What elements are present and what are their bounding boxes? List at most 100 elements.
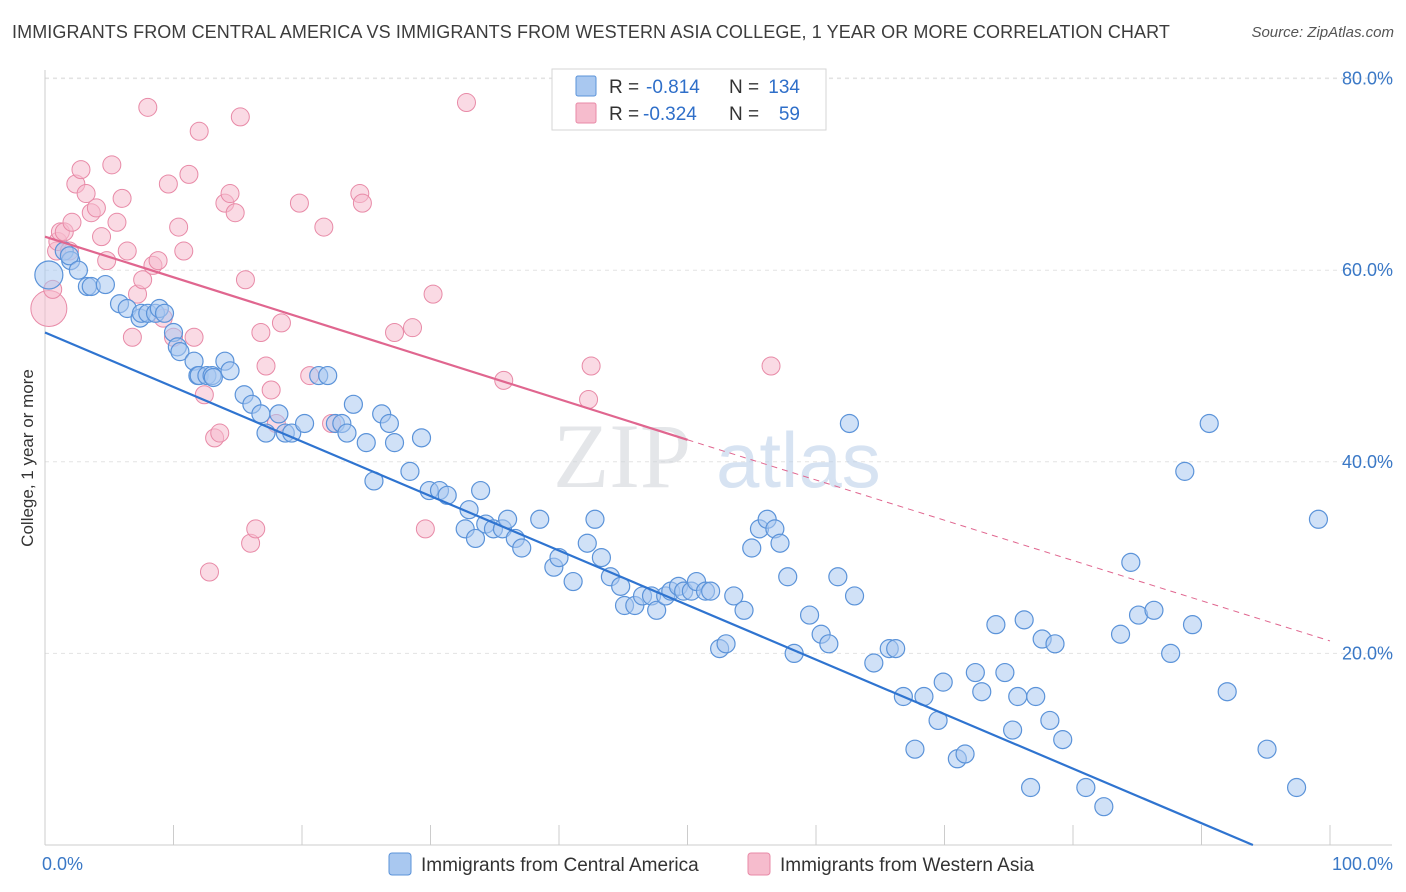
point-western-asia-31: [184, 327, 204, 347]
point-central-america-24: [203, 367, 223, 388]
point-central-america-131: [1182, 615, 1203, 635]
point-central-america-133: [1217, 682, 1237, 702]
point-western-asia-38: [220, 184, 240, 204]
point-western-asia-28: [169, 217, 189, 237]
point-western-asia-10: [76, 184, 96, 204]
point-western-asia-24: [148, 251, 168, 271]
point-central-america-99: [844, 586, 865, 606]
watermark: ZIP atlas: [553, 405, 881, 507]
bottom-legend-swatch-blue: [388, 852, 412, 876]
series-western-asia-points: [30, 93, 781, 582]
point-central-america-104: [905, 739, 925, 759]
tick-labels: 20.0% 40.0% 60.0% 80.0% 0.0% 100.0%: [42, 69, 1393, 874]
legend-n-value-blue: 134: [768, 77, 800, 98]
trend-lines: [44, 235, 1331, 847]
point-central-america-31: [269, 404, 289, 424]
point-central-america-113: [995, 662, 1015, 683]
point-central-america-123: [1076, 777, 1096, 798]
x-tick-label-1: 100.0%: [1332, 854, 1393, 874]
point-western-asia-17: [112, 188, 132, 208]
point-central-america-114: [1003, 720, 1023, 740]
point-central-america-18: [170, 342, 190, 362]
point-central-america-44: [379, 413, 399, 434]
point-central-america-97: [828, 567, 848, 587]
point-central-america-84: [716, 634, 736, 654]
point-western-asia-43: [246, 519, 266, 539]
point-central-america-135: [1286, 777, 1307, 798]
point-central-america-41: [356, 433, 376, 453]
point-central-america-128: [1144, 600, 1164, 620]
point-western-asia-7: [62, 212, 82, 232]
point-central-america-7: [95, 274, 115, 295]
point-western-asia-34: [199, 562, 219, 582]
legend-frame: [551, 68, 827, 131]
y-axis-label: College, 1 year or more: [18, 369, 37, 547]
point-western-asia-18: [117, 241, 137, 261]
legend-r-value-pink: -0.324: [643, 104, 697, 125]
point-central-america-82: [701, 581, 721, 601]
point-central-america-120: [1040, 710, 1060, 731]
trend-line-central-america: [44, 331, 1254, 847]
point-central-america-39: [337, 423, 357, 443]
point-western-asia-55: [385, 322, 405, 342]
point-central-america-87: [742, 538, 762, 558]
point-western-asia-39: [225, 203, 245, 223]
point-central-america-118: [1026, 686, 1046, 707]
point-western-asia-54: [352, 193, 372, 213]
point-western-asia-15: [102, 155, 122, 175]
point-central-america-92: [778, 567, 798, 587]
point-central-america-15: [154, 303, 175, 323]
point-central-america-122: [1053, 730, 1073, 750]
series-central-america-points: [34, 241, 1329, 817]
point-central-america-132: [1199, 413, 1219, 434]
point-central-america-54: [471, 480, 491, 501]
point-central-america-98: [839, 413, 860, 434]
point-central-america-85: [724, 586, 744, 606]
point-central-america-136: [1308, 509, 1329, 529]
bottom-legend-label-pink: Immigrants from Western Asia: [780, 855, 1035, 876]
axes: [44, 70, 1392, 846]
point-central-america-66: [585, 509, 605, 529]
point-central-america-126: [1121, 552, 1141, 572]
point-central-america-110: [965, 662, 985, 683]
point-central-america-124: [1094, 797, 1114, 817]
point-western-asia-13: [92, 227, 112, 247]
x-tick-label-0: 0.0%: [42, 854, 83, 874]
point-central-america-134: [1257, 739, 1277, 759]
point-central-america-67: [591, 547, 612, 568]
point-central-america-91: [770, 533, 790, 553]
point-central-america-96: [819, 634, 839, 654]
point-western-asia-59: [456, 93, 476, 113]
point-central-america-112: [986, 615, 1006, 635]
point-western-asia-63: [761, 356, 781, 376]
legend-r-label-pink: R =: [609, 104, 639, 125]
point-western-asia-45: [256, 356, 276, 376]
point-central-america-129: [1161, 643, 1181, 664]
trend-line-western-asia-extension: [687, 439, 1331, 642]
point-western-asia-51: [314, 217, 334, 237]
chart-title: IMMIGRANTS FROM CENTRAL AMERICA VS IMMIG…: [12, 22, 1170, 42]
legend-r-value-blue: -0.814: [646, 77, 700, 98]
point-central-america-130: [1175, 461, 1195, 481]
legend-n-label-blue: N =: [729, 77, 759, 98]
point-western-asia-19: [122, 327, 142, 347]
point-western-asia-26: [158, 174, 178, 194]
watermark-zip: ZIP: [553, 405, 691, 507]
bottom-legend-label-blue: Immigrants from Central America: [421, 855, 699, 876]
point-central-america-117: [1020, 777, 1041, 798]
point-western-asia-40: [230, 107, 250, 127]
point-western-asia-12: [86, 198, 106, 218]
point-central-america-100: [864, 653, 884, 673]
y-tick-label-3: 80.0%: [1342, 69, 1393, 89]
chart-source: Source: ZipAtlas.com: [1251, 24, 1394, 41]
legend-swatch-pink: [575, 102, 597, 124]
point-central-america-45: [384, 433, 405, 453]
point-central-america-34: [294, 413, 315, 434]
legend-n-label-pink: N =: [729, 104, 759, 125]
point-central-america-47: [411, 428, 432, 448]
point-central-america-60: [512, 538, 532, 558]
point-central-america-0: [34, 260, 64, 290]
point-central-america-111: [972, 682, 992, 702]
point-central-america-125: [1110, 624, 1131, 644]
